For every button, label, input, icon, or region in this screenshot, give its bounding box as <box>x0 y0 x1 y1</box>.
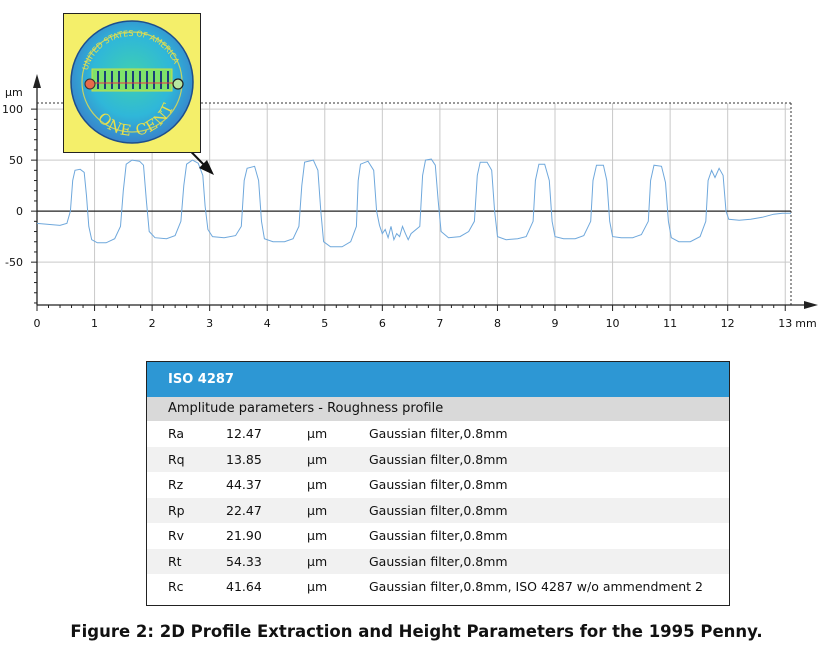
param-unit: µm <box>307 451 328 467</box>
profile-line <box>36 158 791 248</box>
y-axis-unit: µm <box>5 86 23 99</box>
param-value: 12.47 <box>226 426 262 441</box>
param-note: Gaussian filter,0.8mm <box>369 451 508 467</box>
y-axis-arrow <box>33 74 41 88</box>
param-value: 54.33 <box>226 553 262 569</box>
table-row: Rz 44.37 µm Gaussian filter,0.8mm <box>147 472 729 498</box>
x-tick-label: 11 <box>663 317 677 330</box>
param-note: Gaussian filter,0.8mm <box>369 528 508 543</box>
param-value: 22.47 <box>226 502 262 518</box>
param-name: Ra <box>168 426 185 441</box>
x-tick-label: 7 <box>436 317 443 330</box>
param-name: Rv <box>168 528 185 543</box>
table-row: Rc 41.64 µm Gaussian filter,0.8mm, ISO 4287… <box>147 574 729 600</box>
x-axis-unit: mm <box>795 317 816 330</box>
table-row: Ra 12.47 µm Gaussian filter,0.8mm <box>147 421 729 447</box>
table-row: Rp 22.47 µm Gaussian filter,0.8mm <box>147 497 729 523</box>
x-tick-label: 13 <box>778 317 792 330</box>
table-subheader: Amplitude parameters - Roughness profile <box>147 397 729 421</box>
table-row: Rv 21.90 µm Gaussian filter,0.8mm <box>147 523 729 549</box>
param-note: Gaussian filter,0.8mm, ISO 4287 w/o amme… <box>369 579 704 594</box>
x-tick-label: 3 <box>206 317 213 330</box>
x-tick-label: 9 <box>552 317 559 330</box>
table-row: Rt 54.33 µm Gaussian filter,0.8mm <box>147 548 729 574</box>
figure-caption: Figure 2: 2D Profile Extraction and Heig… <box>70 622 763 641</box>
penny-inset-image: UNITED STATES OF AMERICA ONE CENT <box>63 13 201 153</box>
x-tick-label: 5 <box>321 317 328 330</box>
y-tick-label: 100 <box>2 103 23 116</box>
table-title: ISO 4287 <box>147 362 729 397</box>
param-unit: µm <box>307 528 328 543</box>
param-note: Gaussian filter,0.8mm <box>369 477 508 492</box>
param-unit: µm <box>307 477 328 492</box>
param-unit: µm <box>307 502 328 518</box>
param-note: Gaussian filter,0.8mm <box>369 502 508 518</box>
y-tick-label: -50 <box>5 256 23 269</box>
table-row: Rq 13.85 µm Gaussian filter,0.8mm <box>147 446 729 472</box>
x-tick-label: 2 <box>149 317 156 330</box>
param-name: Rq <box>168 451 185 467</box>
y-tick-label: 0 <box>16 205 23 218</box>
param-value: 44.37 <box>226 477 262 492</box>
x-tick-label: 0 <box>34 317 41 330</box>
param-unit: µm <box>307 426 328 441</box>
param-unit: µm <box>307 553 328 569</box>
param-name: Rp <box>168 502 185 518</box>
x-tick-label: 12 <box>721 317 735 330</box>
param-value: 41.64 <box>226 579 262 594</box>
param-note: Gaussian filter,0.8mm <box>369 553 508 569</box>
param-name: Rz <box>168 477 184 492</box>
x-tick-label: 8 <box>494 317 501 330</box>
x-tick-label: 1 <box>91 317 98 330</box>
param-name: Rc <box>168 579 184 594</box>
roughness-parameter-table: ISO 4287 Amplitude parameters - Roughnes… <box>146 361 730 606</box>
param-name: Rt <box>168 553 182 569</box>
x-axis-arrow <box>804 301 818 309</box>
y-tick-label: 50 <box>9 154 23 167</box>
param-unit: µm <box>307 579 328 594</box>
x-tick-label: 4 <box>264 317 271 330</box>
param-value: 13.85 <box>226 451 262 467</box>
param-value: 21.90 <box>226 528 262 543</box>
x-tick-label: 10 <box>606 317 620 330</box>
param-note: Gaussian filter,0.8mm <box>369 426 508 441</box>
x-tick-label: 6 <box>379 317 386 330</box>
penny-icon: UNITED STATES OF AMERICA ONE CENT <box>70 20 194 144</box>
table-rows: Ra 12.47 µm Gaussian filter,0.8mm Rq 13.85 µm G… <box>147 421 729 600</box>
